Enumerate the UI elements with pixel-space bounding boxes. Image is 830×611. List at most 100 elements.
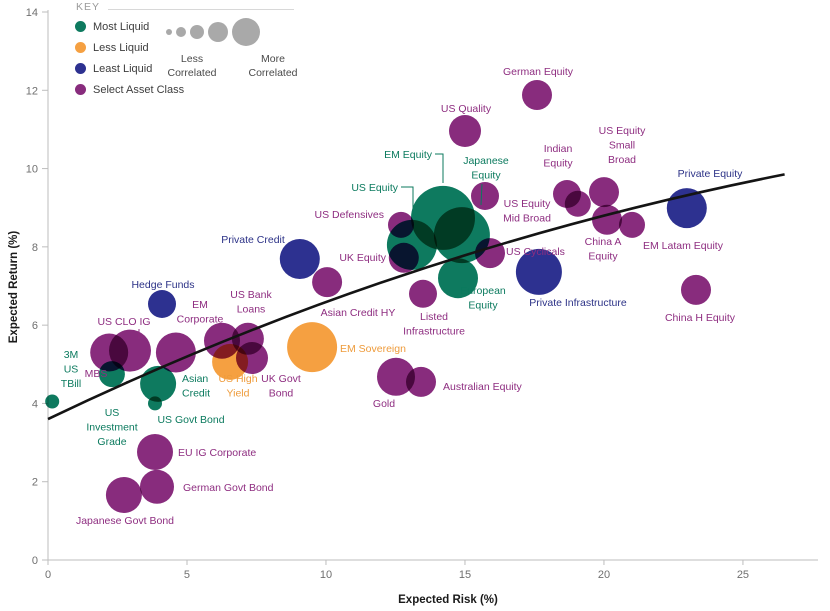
bubble-us-cyclicals bbox=[475, 238, 505, 269]
bubble-label-listed-infrastructure: Infrastructure bbox=[403, 326, 465, 338]
legend-dot-least-liquid bbox=[75, 63, 86, 74]
bubble-label-3m-us-tbill: 3M bbox=[64, 349, 79, 361]
bubble-label-indian-equity: Indian bbox=[544, 143, 573, 155]
bubble-label-us-equity-mid-broad: US Equity bbox=[504, 198, 551, 210]
y-tick-label: 0 bbox=[32, 555, 38, 567]
legend-item-most-liquid: Most Liquid bbox=[75, 16, 184, 37]
bubble-label-us-bank-loans: Loans bbox=[237, 304, 266, 316]
y-axis-title: Expected Return (%) bbox=[8, 230, 20, 344]
size-legend-circle bbox=[176, 27, 186, 37]
x-tick-label: 25 bbox=[737, 569, 749, 581]
bubble-label-uk-govt-bond: Bond bbox=[269, 388, 294, 400]
bubble-label-hedge-funds: Hedge Funds bbox=[131, 279, 194, 291]
bubble-label-japanese-govt-bond: Japanese Govt Bond bbox=[76, 515, 174, 527]
bubble-label-australian-equity: Australian Equity bbox=[443, 381, 523, 393]
x-axis-title: Expected Risk (%) bbox=[398, 594, 498, 606]
bubble-label-european-equity: Equity bbox=[468, 300, 498, 312]
bubble-label-us-investment-grade: Investment bbox=[86, 422, 137, 434]
bubble-label-china-a-equity: China A bbox=[585, 236, 622, 248]
legend-items: Most Liquid Less Liquid Least Liquid Select… bbox=[75, 16, 184, 100]
bubble-australian-equity bbox=[406, 366, 436, 397]
legend-item-label: Least Liquid bbox=[93, 62, 153, 75]
bubble-label-uk-equity: UK Equity bbox=[339, 252, 386, 264]
bubble-asian-credit-hy bbox=[312, 267, 343, 298]
bubble-german-govt-bond bbox=[140, 469, 174, 504]
bubble-label-german-govt-bond: German Govt Bond bbox=[183, 482, 274, 494]
bubble-us-equity-small-broad bbox=[589, 177, 619, 208]
label-pointer-em-equity bbox=[435, 153, 444, 183]
bubble-label-us-cyclicals: US Cyclicals bbox=[506, 246, 565, 258]
bubble-private-infrastructure bbox=[515, 248, 562, 295]
less-correlated-label: Less Correlated bbox=[167, 53, 217, 80]
bubble-uk-govt-bond bbox=[236, 342, 268, 374]
more-correlated-label: More Correlated bbox=[248, 53, 298, 80]
bubble-gold bbox=[377, 357, 415, 396]
bubble-us-equity-mid-broad bbox=[471, 182, 499, 210]
bubble-china-a-equity bbox=[592, 204, 622, 235]
trend-curve bbox=[47, 173, 785, 421]
size-legend-circle bbox=[190, 25, 204, 39]
bubble-japanese-govt-bond bbox=[105, 477, 142, 513]
bubble-em-latam-equity bbox=[619, 211, 645, 238]
bubble-us-clo-ig bbox=[109, 329, 151, 372]
bubble-label-asian-credit: Asian bbox=[182, 373, 208, 385]
bubble-label-indian-equity: Equity bbox=[543, 158, 573, 170]
bubble-label-mbs: MBS bbox=[85, 368, 108, 380]
bubble-label-em-sovereign: EM Sovereign bbox=[340, 343, 406, 355]
legend-dot-less-liquid bbox=[75, 42, 86, 53]
legend-item-label: Select Asset Class bbox=[93, 83, 185, 96]
chart-key: KEY Most Liquid Less Liquid Least Liquid Se… bbox=[0, 0, 300, 100]
legend-dot-select-asset-class bbox=[75, 84, 86, 95]
x-tick-label: 10 bbox=[320, 569, 332, 581]
bubble-label-us-equity-small-broad: US Equity bbox=[599, 125, 646, 137]
size-legend-circle bbox=[232, 18, 260, 46]
bubble-label-3m-us-tbill: US bbox=[64, 364, 79, 376]
legend-item-least-liquid: Least Liquid bbox=[75, 58, 184, 79]
legend-item-label: Less Liquid bbox=[93, 41, 149, 54]
y-tick-label: 14 bbox=[26, 7, 38, 19]
bubble-label-us-equity-small-broad: Small bbox=[609, 140, 635, 152]
bubble-label-listed-infrastructure: Listed bbox=[420, 311, 448, 323]
bubble-label-em-latam-equity: EM Latam Equity bbox=[643, 240, 724, 252]
bubble-label-us-equity: US Equity bbox=[351, 182, 398, 194]
bubble-asian-credit bbox=[140, 365, 177, 402]
y-tick-label: 2 bbox=[32, 477, 38, 489]
bubble-label-japanese-equity: Japanese bbox=[463, 155, 509, 167]
bubble-3m-us-tbill bbox=[45, 394, 60, 409]
bubble-label-uk-govt-bond: UK Govt bbox=[261, 373, 301, 385]
bubble-label-em-corporate: Corporate bbox=[177, 314, 224, 326]
bubble-label-asian-credit-hy: Asian Credit HY bbox=[321, 307, 396, 319]
size-legend-circle bbox=[208, 22, 228, 42]
bubble-label-china-a-equity: Equity bbox=[588, 251, 618, 263]
key-divider bbox=[108, 9, 294, 10]
bubble-label-japanese-equity: Equity bbox=[471, 170, 501, 182]
bubble-label-us-investment-grade: Grade bbox=[97, 436, 126, 448]
label-pointer-japanese-equity bbox=[480, 183, 483, 206]
bubble-label-em-corporate: EM bbox=[192, 299, 208, 311]
y-tick-label: 6 bbox=[32, 320, 38, 332]
bubble-label-us-investment-grade: US bbox=[105, 407, 120, 419]
y-tick-label: 8 bbox=[32, 242, 38, 254]
bubble-label-private-infrastructure: Private Infrastructure bbox=[529, 297, 627, 309]
bubble-em-sovereign bbox=[287, 322, 338, 373]
bubble-hedge-funds bbox=[148, 290, 176, 318]
bubble-private-credit bbox=[279, 239, 320, 279]
bubble-label-us-bank-loans: US Bank bbox=[230, 289, 272, 301]
x-tick-label: 5 bbox=[184, 569, 190, 581]
bubble-label-us-govt-bond: US Govt Bond bbox=[157, 414, 224, 426]
x-tick-label: 15 bbox=[459, 569, 471, 581]
bubble-european-equity bbox=[438, 258, 478, 299]
bubble-label-us-equity-mid-broad: Mid Broad bbox=[503, 213, 551, 225]
bubble-label-private-credit: Private Credit bbox=[221, 234, 285, 246]
legend-item-less-liquid: Less Liquid bbox=[75, 37, 184, 58]
bubble-label-asian-credit: Credit bbox=[182, 388, 210, 400]
legend-item-label: Most Liquid bbox=[93, 20, 150, 33]
bubble-label-3m-us-tbill: TBill bbox=[61, 378, 81, 390]
bubble-unlabeled bbox=[564, 190, 591, 217]
bubble-eu-ig-corporate bbox=[137, 434, 173, 470]
bubble-label-us-high-yield: Yield bbox=[227, 388, 250, 400]
y-tick-label: 12 bbox=[26, 85, 38, 97]
y-tick-label: 10 bbox=[26, 164, 38, 176]
bubble-label-us-quality: US Quality bbox=[441, 103, 492, 115]
